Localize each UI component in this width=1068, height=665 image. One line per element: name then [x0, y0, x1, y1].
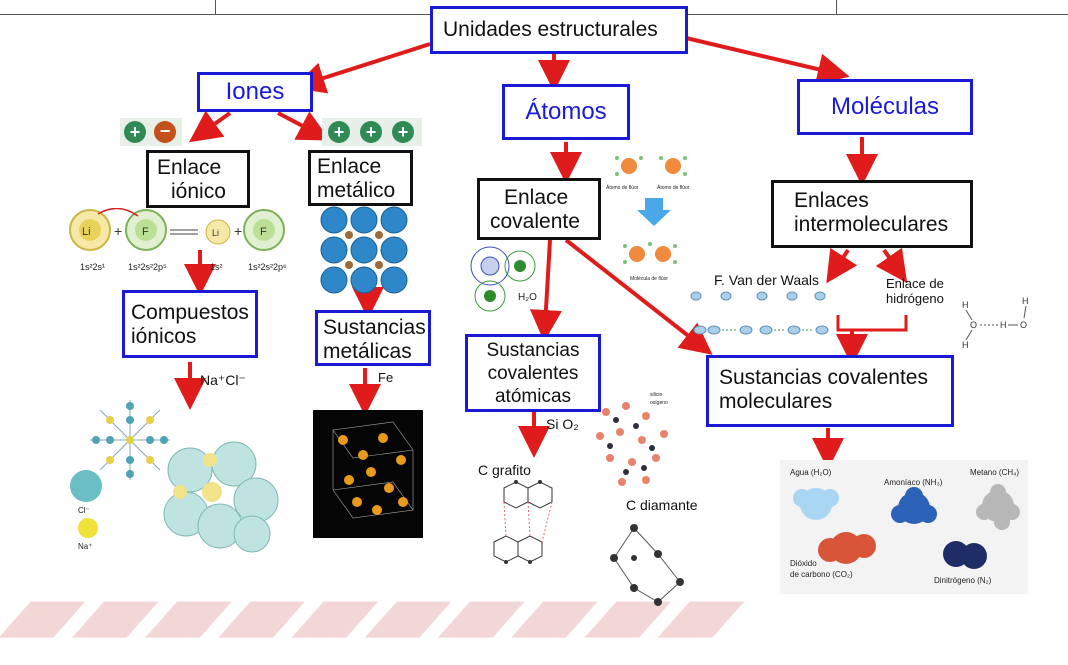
covalent-bond-illustration — [470, 246, 536, 312]
amoniaco-label: Amoníaco (NH₃) — [884, 478, 943, 487]
arrow-iones-ionico — [188, 110, 232, 143]
metano-molecule — [976, 484, 1020, 530]
node-root: Unidades estructurales — [430, 6, 688, 54]
ion-charges-icon: + − — [120, 118, 182, 146]
enlace-hidrogeno-label: Enlace de hidrógeno — [886, 276, 944, 306]
dinitrogeno-label: Dinitrógeno (N₂) — [934, 576, 992, 585]
svg-text:H: H — [1000, 320, 1007, 330]
svg-text:H: H — [962, 340, 969, 350]
node-atomos: Átomos — [502, 84, 630, 140]
svg-text:F: F — [142, 226, 149, 238]
metal-charges-icon: + + + — [322, 118, 422, 146]
oxigeno-label: oxígeno — [650, 400, 668, 406]
node-sustancias-metalicas: Sustancias metálicas — [315, 310, 431, 366]
arrow-root-moleculas — [685, 36, 850, 85]
arrow-covalente-atomicas — [529, 239, 562, 342]
svg-text:Li: Li — [212, 228, 219, 238]
hydrogen-bond-illustration: HOH H OH — [962, 296, 1029, 350]
na-ion-swatch — [78, 518, 98, 538]
atomo-fluor-1: Átomo de flúor — [606, 185, 639, 191]
node-moleculas: Moléculas — [797, 79, 973, 135]
n2-molecule — [943, 541, 987, 569]
svg-text:+: + — [234, 223, 242, 239]
node-sustancias-covalentes-moleculares: Sustancias covalentes moleculares — [706, 355, 954, 427]
h2o-label: H₂O — [518, 292, 537, 303]
node-enlace-covalente: Enlace covalente — [477, 178, 601, 240]
config-f: 1s²2s²2p⁵ — [128, 262, 167, 272]
arrow-intermol-vdw — [826, 247, 858, 284]
c-diamante-label: C diamante — [626, 497, 698, 513]
fe-label: Fe — [378, 370, 394, 385]
svg-text:F: F — [260, 226, 267, 238]
node-enlace-ionico: Enlace iónico — [146, 150, 250, 208]
diamond-image — [610, 524, 684, 606]
arrow-covalente-moleculares — [564, 238, 713, 355]
svg-text:O: O — [970, 320, 977, 330]
graphite-image — [493, 480, 553, 564]
arrow-root-iones — [292, 42, 431, 94]
van-der-waals-illustration — [690, 291, 829, 335]
arrow-iones-metalico — [277, 111, 331, 141]
c-grafito-label: C grafito — [478, 462, 531, 478]
molecula-fluor: Molécula de flúor — [630, 276, 669, 282]
nacl-crystal-image — [163, 441, 279, 553]
co2-molecule — [818, 532, 876, 564]
node-sustancias-covalentes-atomicas: Sustancias covalentes atómicas — [465, 334, 601, 412]
molecules-panel: Agua (H₂O) Amoníaco (NH₃) Metano (CH₄) D… — [780, 460, 1028, 594]
fluor-molecule-illustration — [615, 156, 687, 264]
amoniaco-molecule — [891, 487, 937, 524]
cl-minus-label: Cl⁻ — [78, 506, 90, 515]
arrow-intermol-hidrogeno — [875, 247, 908, 284]
config-f-ion: 1s²2s²2p⁶ — [248, 262, 287, 272]
nacl-lattice-small-image — [90, 400, 170, 480]
cl-ion-swatch — [70, 470, 102, 502]
agua-label: Agua (H₂O) — [790, 468, 832, 477]
svg-text:H: H — [962, 300, 969, 310]
atomo-fluor-2: Átomo de flúor — [657, 185, 690, 191]
node-iones: Iones — [197, 72, 313, 112]
dioxido-label: Dióxido de carbono (CO₂) — [790, 559, 853, 579]
bracket-join — [836, 315, 908, 332]
svg-text:O: O — [1020, 320, 1027, 330]
na-plus-label: Na⁺ — [78, 542, 93, 551]
ionic-bond-illustration: Li + F Li + F — [69, 208, 285, 251]
agua-molecule — [793, 488, 839, 520]
svg-text:+: + — [114, 223, 122, 239]
config-li-ion: 1s² — [210, 262, 223, 272]
svg-text:H: H — [1022, 296, 1029, 306]
sio2-label: Si O₂ — [546, 416, 579, 432]
node-enlace-metalico: Enlace metálico — [308, 150, 413, 206]
svg-text:Li: Li — [82, 226, 91, 238]
sio2-structure-image — [596, 402, 668, 486]
nacl-label: Na⁺Cl⁻ — [200, 372, 246, 388]
metallic-lattice-image — [320, 206, 408, 294]
config-li: 1s²2s¹ — [80, 262, 106, 272]
fe-lattice-image — [313, 410, 423, 538]
silicio-label: silicio — [650, 392, 663, 398]
node-enlaces-intermoleculares: Enlaces intermoleculares — [771, 180, 973, 248]
metano-label: Metano (CH₄) — [970, 468, 1020, 477]
van-der-waals-label: F. Van der Waals — [714, 272, 820, 288]
node-compuestos-ionicos: Compuestos iónicos — [122, 290, 258, 358]
